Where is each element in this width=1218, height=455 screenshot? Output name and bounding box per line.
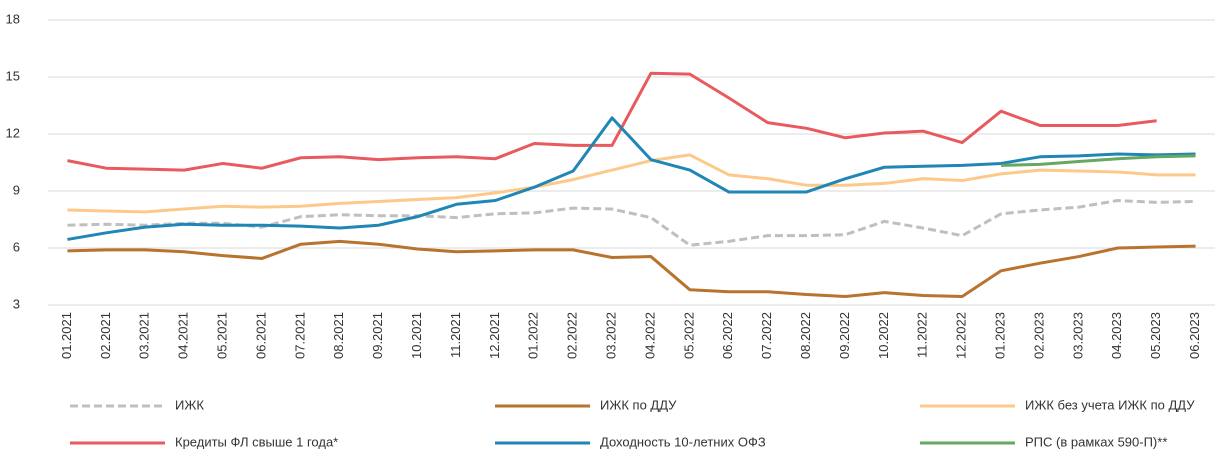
x-tick-label: 12.2021 <box>487 312 502 359</box>
x-tick-label: 07.2021 <box>292 312 307 359</box>
x-tick-label: 06.2021 <box>253 312 268 359</box>
x-tick-label: 01.2023 <box>992 312 1007 359</box>
x-tick-label: 12.2022 <box>954 312 969 359</box>
x-tick-label: 09.2022 <box>837 312 852 359</box>
x-tick-label: 05.2021 <box>214 312 229 359</box>
x-tick-label: 01.2022 <box>526 312 541 359</box>
y-tick-label: 6 <box>13 239 20 254</box>
x-tick-label: 11.2022 <box>915 312 930 358</box>
x-tick-label: 10.2021 <box>409 312 424 359</box>
x-tick-label: 07.2022 <box>759 312 774 359</box>
x-tick-label: 08.2021 <box>331 312 346 359</box>
legend-label: ИЖК без учета ИЖК по ДДУ <box>1025 397 1195 412</box>
legend-label: ИЖК <box>175 397 204 412</box>
x-tick-label: 04.2022 <box>642 312 657 359</box>
legend-label: РПС (в рамках 590-П)** <box>1025 434 1167 449</box>
series-line <box>67 116 1196 241</box>
x-tick-label: 05.2023 <box>1148 312 1163 359</box>
series-line <box>67 71 1157 172</box>
x-tick-label: 06.2022 <box>720 312 735 359</box>
x-tick-label: 02.2023 <box>1031 312 1046 359</box>
x-tick-label: 11.2021 <box>448 312 463 358</box>
x-tick-label: 04.2023 <box>1109 312 1124 359</box>
x-tick-label: 02.2021 <box>98 312 113 359</box>
x-tick-label: 06.2023 <box>1187 312 1202 359</box>
y-tick-label: 3 <box>13 296 20 311</box>
x-tick-label: 02.2022 <box>565 312 580 359</box>
series-line <box>67 153 1196 214</box>
legend-label: Кредиты ФЛ свыше 1 года* <box>175 434 338 449</box>
series-line <box>67 199 1196 247</box>
x-tick-label: 05.2022 <box>681 312 696 359</box>
legend-label: ИЖК по ДДУ <box>600 397 677 412</box>
x-tick-label: 10.2022 <box>876 312 891 359</box>
x-tick-label: 03.2022 <box>603 312 618 359</box>
x-tick-label: 04.2021 <box>176 312 191 359</box>
x-tick-label: 03.2023 <box>1070 312 1085 359</box>
y-tick-label: 18 <box>6 11 20 26</box>
series-line <box>1001 154 1196 167</box>
series-line <box>67 239 1196 298</box>
legend-label: Доходность 10-летних ОФЗ <box>600 434 766 449</box>
y-tick-label: 9 <box>13 182 20 197</box>
y-tick-label: 12 <box>6 125 20 140</box>
x-tick-label: 03.2021 <box>137 312 152 359</box>
x-tick-label: 09.2021 <box>370 312 385 359</box>
x-tick-label: 01.2021 <box>59 312 74 359</box>
y-tick-label: 15 <box>6 68 20 83</box>
x-tick-label: 08.2022 <box>798 312 813 359</box>
